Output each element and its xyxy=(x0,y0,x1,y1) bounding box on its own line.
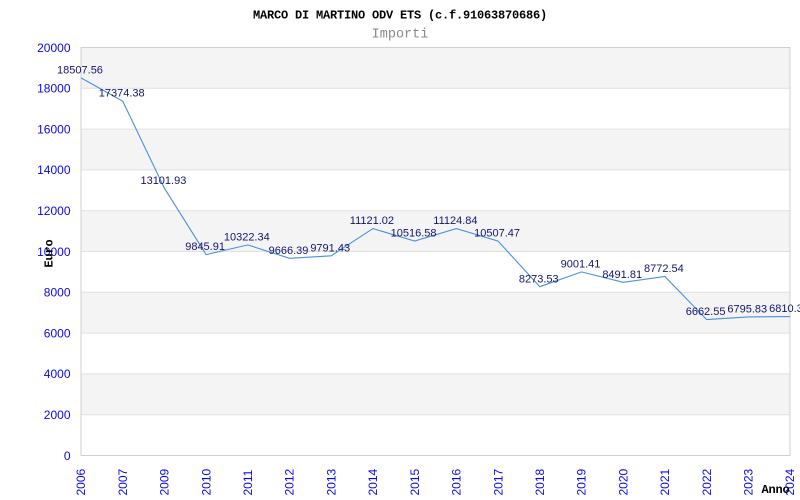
svg-text:2023: 2023 xyxy=(742,468,756,495)
svg-text:2013: 2013 xyxy=(324,468,338,495)
svg-text:2015: 2015 xyxy=(408,468,422,495)
svg-text:2017: 2017 xyxy=(491,468,505,495)
svg-text:20000: 20000 xyxy=(37,41,71,55)
svg-text:6662.55: 6662.55 xyxy=(686,306,726,318)
svg-text:9845.91: 9845.91 xyxy=(185,241,225,253)
svg-text:10507.47: 10507.47 xyxy=(474,228,520,240)
svg-text:9001.41: 9001.41 xyxy=(561,259,601,271)
svg-text:11121.02: 11121.02 xyxy=(350,215,394,227)
svg-text:18507.56: 18507.56 xyxy=(57,65,103,77)
svg-text:10516.58: 10516.58 xyxy=(391,228,437,240)
svg-text:0: 0 xyxy=(64,449,71,463)
svg-text:2006: 2006 xyxy=(74,468,88,495)
svg-text:9791.43: 9791.43 xyxy=(310,242,350,254)
svg-text:2018: 2018 xyxy=(533,468,547,495)
svg-text:10322.34: 10322.34 xyxy=(224,232,270,244)
svg-text:2009: 2009 xyxy=(158,468,172,495)
svg-text:2024: 2024 xyxy=(783,468,797,495)
svg-text:Anno: Anno xyxy=(761,483,789,497)
svg-text:18000: 18000 xyxy=(37,82,71,96)
svg-text:2020: 2020 xyxy=(616,468,630,495)
svg-text:6000: 6000 xyxy=(44,326,71,340)
svg-text:9666.39: 9666.39 xyxy=(269,245,309,257)
svg-text:6795.83: 6795.83 xyxy=(727,304,767,316)
svg-text:Euro: Euro xyxy=(42,239,56,267)
svg-text:2012: 2012 xyxy=(283,468,297,495)
svg-text:8772.54: 8772.54 xyxy=(644,263,684,275)
svg-text:2014: 2014 xyxy=(366,468,380,495)
svg-text:8000: 8000 xyxy=(44,286,71,300)
svg-text:2021: 2021 xyxy=(658,468,672,495)
svg-text:2011: 2011 xyxy=(241,469,255,495)
svg-text:2000: 2000 xyxy=(44,408,71,422)
svg-text:11124.84: 11124.84 xyxy=(433,215,477,227)
svg-text:2022: 2022 xyxy=(700,468,714,495)
svg-text:12000: 12000 xyxy=(37,204,71,218)
svg-text:6810.35: 6810.35 xyxy=(769,303,800,315)
svg-text:14000: 14000 xyxy=(37,163,71,177)
svg-text:17374.38: 17374.38 xyxy=(99,88,145,100)
svg-text:8491.81: 8491.81 xyxy=(602,269,642,281)
svg-text:8273.53: 8273.53 xyxy=(519,273,559,285)
svg-text:Importi: Importi xyxy=(372,28,429,43)
svg-text:2010: 2010 xyxy=(199,468,213,495)
svg-text:MARCO DI MARTINO ODV ETS (c.f.: MARCO DI MARTINO ODV ETS (c.f.9106387068… xyxy=(253,8,547,22)
svg-text:4000: 4000 xyxy=(44,367,71,381)
svg-text:2007: 2007 xyxy=(116,468,130,495)
svg-text:16000: 16000 xyxy=(37,122,71,136)
svg-text:2016: 2016 xyxy=(450,468,464,495)
svg-text:13101.93: 13101.93 xyxy=(140,175,186,187)
svg-text:10000: 10000 xyxy=(37,245,71,259)
svg-text:2019: 2019 xyxy=(575,468,589,495)
